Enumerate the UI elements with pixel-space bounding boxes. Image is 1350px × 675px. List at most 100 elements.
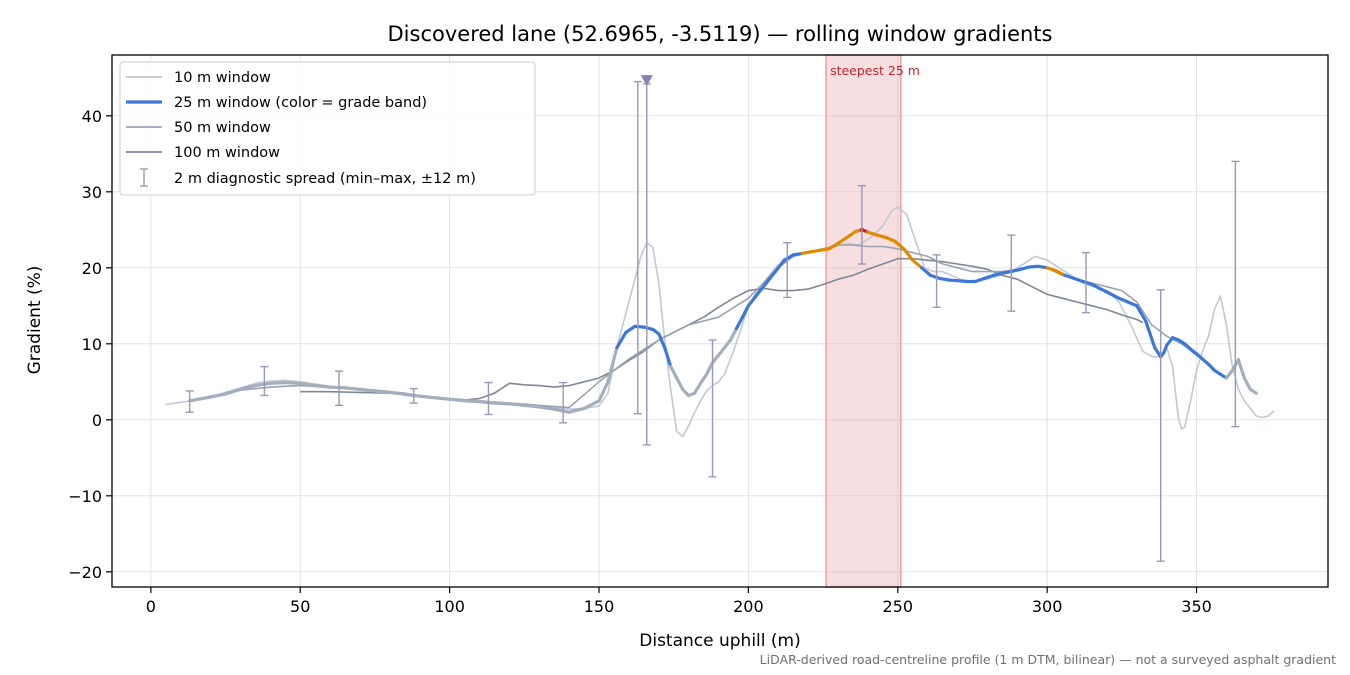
series-25m-segment [1165,336,1175,347]
series-25m-segment [1090,282,1103,291]
series-25m-segment [597,380,610,403]
series-25m-segment [1236,358,1246,380]
series-25m-segment [388,390,407,396]
series-25m-segment [253,381,272,388]
steepest-band-highlight [825,54,902,588]
errorbar [559,381,568,424]
errorbar [260,365,269,397]
series-25m-segment [313,384,332,389]
series-25m-segment [373,389,392,394]
y-tick-label: 20 [82,259,102,278]
series-25m-segment [764,270,777,285]
errorbar [484,381,493,416]
series-lines [165,206,1275,438]
series-25m-segment [343,386,362,391]
series-25m-segment [911,258,924,270]
x-tick-label: 100 [434,597,465,616]
series-25m-segment [1099,287,1112,296]
legend-label-25m: 25 m window (color = grade band) [174,95,427,111]
series-25m-segment [624,324,637,334]
errorbar [932,254,941,309]
series-25m-segment [283,381,302,385]
y-axis-title: Gradient (%) [25,266,45,375]
series-25m-segment [1126,300,1139,308]
series-25m-segment [1117,296,1130,304]
series-25m-segment [1153,346,1163,359]
series-25m-segment [692,381,703,395]
series-25m-segment [716,346,727,357]
y-tick-label: −20 [68,563,102,582]
legend-label-errorbar: 2 m diagnostic spread (min–max, ±12 m) [174,171,476,187]
x-tick-label: 300 [1032,597,1063,616]
series-25m-segment [433,396,452,401]
legend: 10 m window 25 m window (color = grade b… [119,61,536,196]
legend-label-100m: 100 m window [174,145,280,161]
y-tick-label: 40 [82,107,102,126]
clipped-spread-marker [640,75,653,87]
series-25m-segment [298,381,317,388]
y-tick-label: 10 [82,335,102,354]
errorbar [1231,160,1240,428]
steepest-band-label: steepest 25 m [830,63,920,78]
series-25m-segment [606,346,619,384]
series-25m-segment [492,401,511,406]
series-25m-segment [746,292,759,308]
series-25m-segment [773,258,786,274]
errorbar [335,370,344,407]
series-25m-segment [657,332,667,350]
series-25m-segment [728,327,739,342]
series-25m-segment [537,405,556,411]
errorbar [1007,234,1016,312]
series-25m-segment [698,372,709,385]
series-25m-segment [403,392,422,398]
x-tick-label: 150 [584,597,615,616]
plot-frame [111,54,1329,588]
series-25m-segment [782,253,795,262]
diagnostic-spread-errorbars [185,75,1240,562]
errorbar [1156,289,1165,562]
series-25m-segment [328,385,347,390]
series-25m-segment [920,266,933,277]
series-25m-segment [663,346,673,369]
errorbar [708,339,717,478]
legend-label-50m: 50 m window [174,120,271,136]
series-25m-segment [1242,376,1252,391]
series-25m-segment [740,304,751,319]
series-25m-segment [418,394,437,400]
series-25m-segment [1135,304,1148,323]
series-25m-segment [836,235,849,246]
x-tick-label: 250 [882,597,913,616]
series-25m-segment [734,315,745,331]
y-tick-label: 0 [92,411,102,430]
series-25m-segment [615,330,628,350]
series-25m-segment [669,365,679,380]
series-25m-segment [755,281,768,296]
series-25m-segment [1108,292,1121,300]
series-25m-segment [704,361,715,376]
plot-area: steepest 25 m [111,54,1329,588]
series-25m-segment [522,403,541,409]
y-tick-label: −10 [68,487,102,506]
errorbar [185,390,194,413]
series-25m-segment [1054,269,1067,277]
series-25m-segment [884,235,897,243]
legend-box [119,61,536,196]
y-axis-ticks: −20 −10 0 10 20 30 40 [68,107,112,582]
series-25m-segment [507,402,526,407]
series-25m-segment [893,239,906,251]
footnote: LiDAR-derived road-centreline profile (1… [760,652,1336,667]
series-line-10m [165,206,1275,438]
series-line-50m [225,244,1212,409]
x-axis-ticks: 0 50 100 150 200 250 300 350 [146,587,1212,616]
y-tick-label: 30 [82,183,102,202]
series-25m-segment [1224,368,1235,380]
errorbar [642,83,651,446]
errorbar [1081,251,1090,314]
errorbar [857,185,866,265]
series-25m-segment [188,395,213,403]
x-axis-title: Distance uphill (m) [639,631,800,651]
x-tick-label: 50 [290,597,310,616]
series-line-25m [188,227,1258,414]
series-25m-segment [675,376,685,391]
